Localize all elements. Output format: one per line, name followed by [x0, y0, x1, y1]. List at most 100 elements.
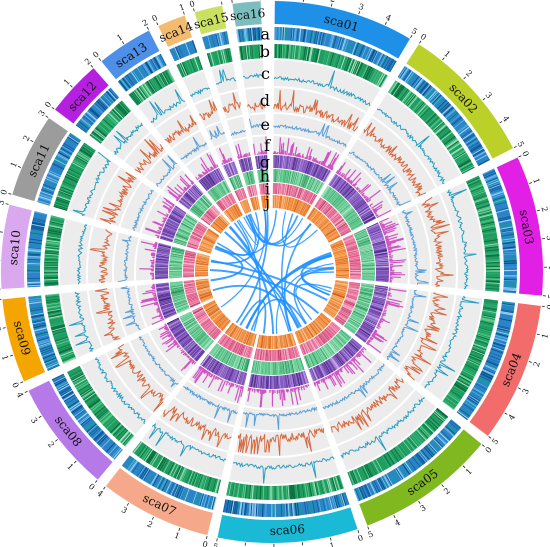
track-a-bin — [448, 113, 459, 122]
track-b-bin — [372, 460, 381, 474]
track-j-bin — [195, 259, 209, 263]
track-j-bin — [294, 331, 300, 344]
track-f-bar — [297, 153, 300, 158]
track-i-bin — [345, 242, 356, 247]
track-g-bin — [373, 293, 387, 297]
track-a-bin — [503, 289, 517, 292]
track-b-bin — [277, 485, 279, 500]
track-b-bin — [108, 112, 119, 124]
track-h-bin — [218, 348, 226, 361]
track-j-bin — [197, 288, 211, 293]
track-a-bin — [142, 469, 151, 481]
track-f-bar — [239, 385, 242, 389]
track-j-bin — [330, 298, 342, 305]
track-i-bin — [303, 190, 308, 201]
track-i-bin — [334, 219, 344, 226]
track-g-bin — [375, 259, 389, 261]
track-h-bin — [259, 361, 262, 375]
track-i-bin — [259, 183, 262, 195]
track-h-bin — [173, 299, 187, 304]
track-b-bin — [332, 477, 338, 491]
track-a-bin — [377, 478, 384, 491]
track-j-bin — [250, 333, 255, 346]
track-h-bin — [221, 182, 228, 194]
track-f-bar — [350, 172, 362, 185]
track-a-bin — [432, 95, 442, 105]
track-h-bin — [307, 177, 313, 190]
track-g-bin — [302, 371, 307, 384]
track-a-bin — [503, 249, 517, 252]
track-g-bin — [227, 368, 233, 381]
track-j-bin — [203, 301, 216, 308]
track-j-bin — [335, 265, 349, 268]
track-a-bin — [432, 439, 442, 450]
track-f-bar — [385, 302, 400, 308]
track-j-bin — [195, 281, 209, 284]
track-b-bin — [45, 294, 60, 298]
track-j-bin — [304, 205, 311, 217]
track-a-bin — [392, 469, 401, 482]
track-b-bin — [48, 315, 63, 320]
track-j-bin — [297, 201, 303, 214]
track-b-bin — [214, 479, 220, 493]
track-i-bin — [183, 259, 195, 262]
track-a-bin — [448, 421, 460, 431]
track-h-bin — [173, 297, 186, 301]
track-b-bin — [426, 113, 437, 125]
track-c-line — [148, 423, 227, 462]
track-b-bin — [190, 58, 196, 73]
track-g-bin — [373, 293, 387, 297]
track-i-bin — [186, 294, 198, 298]
track-h-bin — [194, 331, 205, 341]
track-i-bin — [234, 191, 240, 202]
track-j-bin — [244, 200, 250, 213]
track-a-bin — [153, 57, 161, 70]
track-i-bin — [318, 200, 326, 210]
track-b-bin — [485, 282, 500, 284]
track-a-bin — [441, 104, 451, 114]
track-d-background — [88, 288, 126, 347]
track-a-bin — [210, 496, 215, 510]
track-f-bar — [199, 366, 203, 370]
track-b-bin — [261, 44, 263, 59]
track-g-bin — [334, 354, 343, 366]
track-b-bin — [392, 83, 401, 96]
track-a-bin — [27, 284, 41, 287]
track-i-bin — [328, 210, 337, 219]
track-i-bin — [225, 196, 232, 206]
track-a-bin — [83, 114, 95, 124]
track-h-bin — [301, 174, 307, 188]
track-i-bin — [232, 341, 238, 352]
track-h-bin — [242, 358, 247, 371]
track-i-bin — [294, 346, 298, 358]
track-b-bin — [46, 305, 61, 308]
track-h-bin — [284, 169, 287, 183]
track-b-bin — [406, 94, 416, 106]
track-a-bin — [360, 485, 368, 499]
track-a-bin — [238, 501, 242, 515]
track-g-bin — [216, 168, 223, 181]
track-g-bin — [263, 375, 265, 389]
track-g-bin — [310, 368, 316, 381]
track-g-bin — [312, 367, 318, 380]
track-h-bin — [173, 241, 186, 246]
track-a-bin — [478, 378, 490, 385]
track-a-bin — [146, 60, 155, 73]
track-g-bin — [367, 312, 380, 318]
track-a-bin — [380, 55, 388, 68]
track-i-bin — [258, 183, 261, 195]
track-i-bin — [274, 349, 275, 361]
track-h-bin — [339, 204, 351, 214]
track-g-bin — [314, 164, 320, 178]
track-i-bin — [194, 310, 205, 316]
track-b-bin — [60, 185, 74, 192]
track-a-bin — [216, 33, 220, 47]
track-h-bin — [196, 201, 207, 211]
track-b-bin — [332, 53, 337, 67]
track-b-bin — [45, 241, 60, 245]
track-g-bin — [375, 267, 389, 269]
track-i-bin — [344, 299, 356, 304]
track-h-bin — [266, 169, 268, 183]
track-i-bin — [212, 330, 221, 339]
track-g-bin — [362, 214, 374, 221]
